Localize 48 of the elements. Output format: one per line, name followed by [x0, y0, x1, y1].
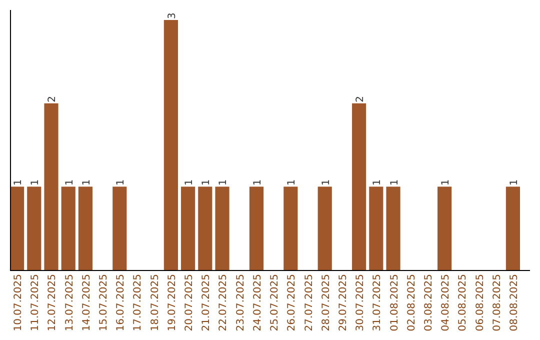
x-tick-label: 28.07.2025 [320, 274, 332, 332]
x-tick-label: 06.08.2025 [474, 274, 486, 332]
data-label: 1 [184, 179, 196, 186]
data-label: 1 [389, 179, 400, 186]
x-tick-label: 26.07.2025 [286, 274, 298, 332]
data-label: 1 [30, 179, 42, 186]
x-tick-label: 21.07.2025 [201, 274, 212, 332]
data-label: 1 [320, 179, 332, 186]
x-tick-label: 10.07.2025 [13, 274, 24, 332]
x-tick-label: 15.07.2025 [98, 274, 110, 332]
x-tick-label: 29.07.2025 [338, 274, 349, 332]
x-tick-label: 31.07.2025 [372, 274, 384, 332]
x-tick-label: 24.07.2025 [252, 274, 264, 332]
x-tick-label: 04.08.2025 [440, 274, 452, 332]
data-label: 2 [47, 96, 58, 102]
x-tick-label: 03.08.2025 [423, 274, 434, 332]
x-tick-label: 11.07.2025 [30, 274, 42, 332]
x-tick-label: 01.08.2025 [389, 274, 400, 332]
x-tick-label: 18.07.2025 [150, 274, 161, 332]
x-tick-label: 19.07.2025 [166, 274, 178, 332]
x-tick-label: 12.07.2025 [47, 274, 58, 332]
x-tick-label: 25.07.2025 [270, 274, 281, 332]
x-tick-label: 30.07.2025 [355, 274, 366, 332]
data-label: 1 [218, 179, 230, 186]
x-tick-label: 02.08.2025 [406, 274, 418, 332]
x-tick-label: 23.07.2025 [235, 274, 246, 332]
data-label: 1 [64, 179, 76, 186]
data-label: 1 [201, 179, 212, 186]
x-tick-label: 05.08.2025 [458, 274, 469, 332]
data-label: 1 [440, 179, 452, 186]
data-label: 3 [166, 12, 178, 19]
x-tick-label: 14.07.2025 [81, 274, 92, 332]
data-label: 1 [372, 179, 384, 186]
data-label: 1 [286, 179, 298, 186]
x-tick-label: 17.07.2025 [132, 274, 144, 332]
x-tick-label: 27.07.2025 [304, 274, 315, 332]
data-label: 1 [13, 179, 24, 186]
x-tick-label: 13.07.2025 [64, 274, 76, 332]
x-tick-label: 08.08.2025 [508, 274, 520, 332]
x-tick-label: 20.07.2025 [184, 274, 196, 332]
x-tick-label: 16.07.2025 [116, 274, 127, 332]
data-label: 1 [116, 179, 127, 186]
data-label: 1 [81, 179, 92, 186]
x-tick-label: 22.07.2025 [218, 274, 230, 332]
data-label: 1 [508, 179, 520, 186]
x-tick-label: 07.08.2025 [492, 274, 503, 332]
data-label: 1 [252, 179, 264, 186]
data-label: 2 [355, 96, 366, 102]
